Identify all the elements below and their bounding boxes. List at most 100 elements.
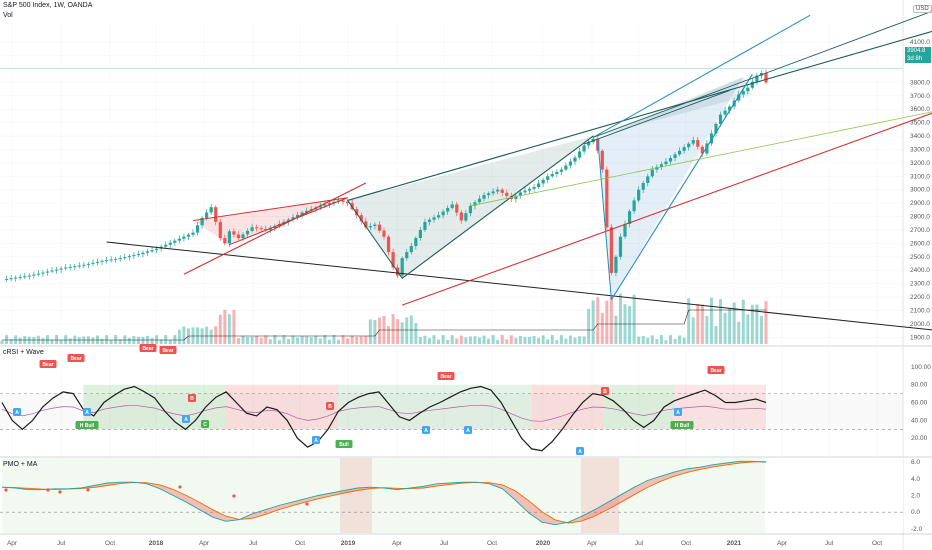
bear-badge-text: Bear (440, 374, 451, 380)
bear-badge (159, 346, 177, 354)
teal-inner-line (583, 90, 730, 145)
volume-bar (373, 320, 377, 344)
pmo-cross-dot (46, 488, 50, 492)
candle-body (427, 219, 432, 222)
support-trendline (106, 241, 932, 331)
price-tick: 3600.0 (910, 106, 930, 113)
volume-bar (437, 339, 441, 344)
volume-bar (191, 327, 195, 344)
volume-bar (609, 296, 613, 344)
volume-bar (650, 335, 654, 344)
volume-bar (687, 298, 691, 344)
time-tick: Apr (587, 540, 598, 547)
candle-body (423, 221, 427, 230)
volume-bar (669, 335, 672, 344)
volume-bar (246, 336, 250, 344)
candle-body (32, 274, 36, 276)
candle-body (82, 264, 86, 266)
volume-bar (209, 329, 213, 344)
a-badge (83, 408, 91, 416)
pmo-pane[interactable]: 6.0 4.0 2.0 0.0 -2.0 (0, 458, 923, 533)
candle-body (641, 183, 645, 190)
time-axis[interactable]: Apr Jul Oct 2018 Apr Jul Oct 2019 Apr Jul Oct 2020 A… (0, 533, 932, 547)
candle-body (305, 210, 309, 213)
volume-bar (564, 338, 568, 344)
candle-body (41, 272, 45, 274)
price-axis[interactable]: 4100.04000.03800.03700.03600.03500.03400… (910, 39, 930, 341)
candle-body (436, 215, 441, 218)
volume-bar (582, 336, 586, 344)
volume-bar (632, 294, 636, 344)
price-tick: 3800.0 (910, 79, 930, 86)
candle-body (382, 230, 386, 237)
c-badge-text: C (203, 422, 207, 428)
volume-bar (587, 308, 591, 344)
candle-body (700, 146, 704, 154)
volume-bar (546, 339, 550, 344)
volume-bar (236, 338, 240, 344)
trendlines[interactable] (106, 10, 932, 331)
candle-body (295, 214, 300, 218)
price-tick: 3000.0 (910, 187, 930, 194)
currency-badge[interactable]: USD (913, 5, 932, 13)
candle-body (50, 270, 54, 272)
pmo-cross-dot (178, 485, 182, 489)
volume-bar (473, 336, 477, 344)
volume-bar (227, 314, 231, 344)
candle-body (600, 150, 604, 170)
candle-body (596, 138, 600, 151)
volume-bar (196, 327, 200, 344)
volume-bar (432, 335, 436, 344)
candle-body (705, 143, 709, 154)
volume-bar (487, 338, 491, 344)
pmo-zone-red (340, 458, 372, 533)
candle-body (627, 211, 632, 224)
pmo-background (0, 458, 903, 533)
volume-bar (305, 336, 309, 344)
candle-body (95, 261, 100, 263)
grid-lines (0, 22, 903, 533)
candle-body (14, 277, 18, 279)
candle-body (300, 212, 304, 215)
candle-body (245, 230, 250, 235)
candle-body (614, 256, 618, 273)
candle-body (77, 265, 81, 267)
a-badge-text: A (424, 428, 428, 434)
volume-bar (468, 336, 472, 344)
candle-body (737, 94, 741, 101)
volume-bar (241, 335, 245, 344)
time-tick: Apr (392, 540, 403, 547)
volume-bar (505, 339, 509, 344)
volume-bar (696, 303, 700, 344)
price-tick: 3200.0 (910, 160, 930, 167)
candle-body (186, 234, 191, 237)
candle-body (227, 231, 231, 244)
time-tick: Jul (440, 540, 449, 547)
volume-bar (396, 319, 400, 344)
volume-bar (355, 337, 359, 344)
volume-bar (550, 335, 554, 344)
candle-body (414, 238, 418, 247)
pmo-cross-dot (232, 494, 236, 498)
crsi-pane[interactable]: Bear Bear Bear Bear Bear Bear Bull H Bull H Bull… (0, 344, 931, 455)
candle-body (205, 212, 209, 218)
a-badge-text: A (184, 417, 188, 423)
volume-bar (659, 335, 663, 344)
candle-body (541, 179, 545, 184)
candle-body (341, 200, 345, 202)
volume-bar (528, 336, 532, 344)
a-badge (182, 415, 190, 423)
volume-bar (27, 336, 31, 344)
candle-body (568, 161, 573, 166)
volume-bar (350, 335, 354, 344)
a-badge (312, 436, 320, 444)
bull-badge-text: Bull (339, 442, 349, 448)
time-tick: 2020 (536, 540, 551, 547)
candle-body (191, 232, 195, 235)
candle-body (750, 81, 754, 88)
candle-body (182, 236, 186, 239)
pmo-tick: 4.0 (911, 476, 920, 483)
volume-bar (127, 337, 131, 344)
candle-body (377, 224, 382, 231)
